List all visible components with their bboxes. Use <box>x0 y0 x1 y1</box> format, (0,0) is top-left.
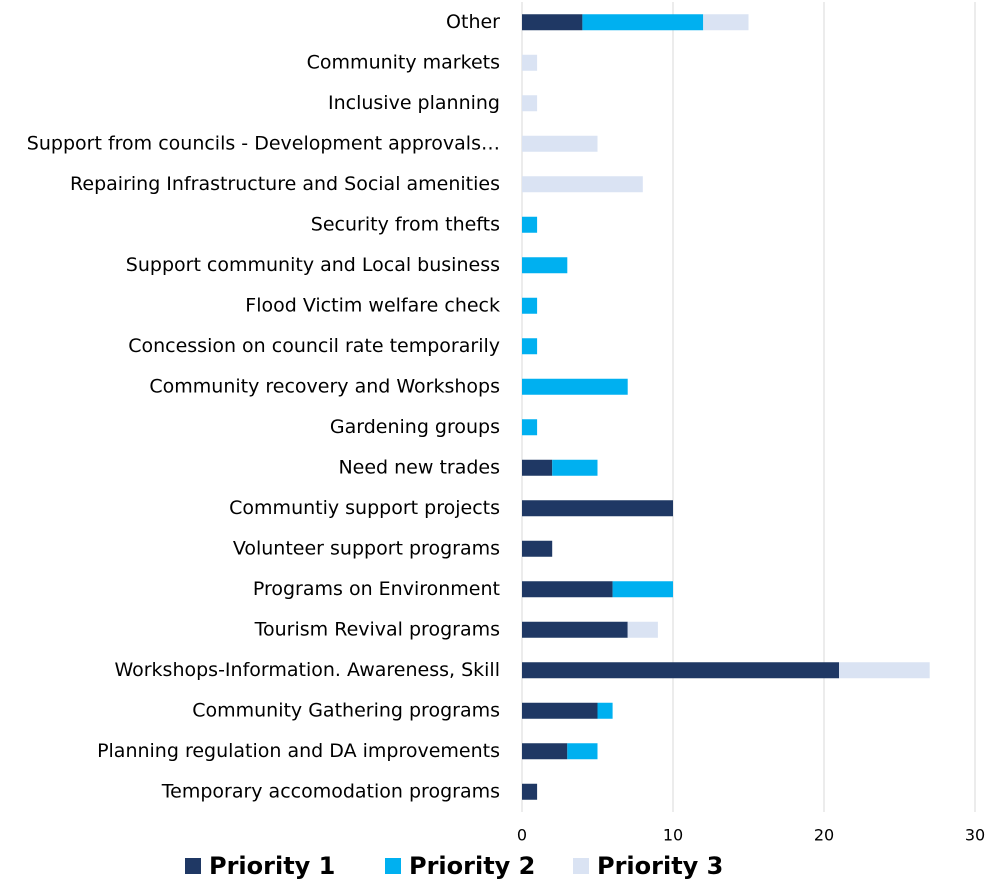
y-tick-label: Concession on council rate temporarily <box>128 335 500 357</box>
y-tick-label: Security from thefts <box>311 213 500 235</box>
x-tick-label: 0 <box>517 826 527 845</box>
legend-swatch <box>573 858 589 874</box>
bar-segment <box>522 702 598 719</box>
y-tick-label: Community recovery and Workshops <box>149 375 500 397</box>
bar-segment <box>522 257 568 274</box>
y-tick-label: Community markets <box>307 51 500 73</box>
legend-label: Priority 1 <box>209 852 335 880</box>
bar-segment <box>522 540 553 557</box>
y-tick-label: Need new trades <box>338 456 500 478</box>
x-tick-label: 30 <box>965 826 985 845</box>
y-tick-label: Temporary accomodation programs <box>161 780 500 802</box>
bar-segment <box>522 581 613 598</box>
bar-segment <box>522 743 568 760</box>
legend-label: Priority 2 <box>409 852 535 880</box>
y-tick-label: Workshops-Information. Awareness, Skill <box>114 659 500 681</box>
y-tick-label: Planning regulation and DA improvements <box>97 740 500 762</box>
y-tick-label: Programs on Environment <box>253 578 500 600</box>
y-tick-label: Volunteer support programs <box>233 537 500 559</box>
y-tick-label: Support from councils - Development appr… <box>27 132 500 154</box>
bar-segment <box>567 743 598 760</box>
bar-segment <box>597 702 613 719</box>
bar-segment <box>522 216 538 233</box>
y-tick-label: Communtiy support projects <box>229 497 500 519</box>
bar-segment <box>522 135 598 152</box>
bar-segment <box>612 581 673 598</box>
bar-segment <box>522 14 583 31</box>
y-tick-label: Flood Victim welfare check <box>245 294 500 316</box>
bar-segment <box>522 338 538 355</box>
y-tick-label: Community Gathering programs <box>192 699 500 721</box>
bar-segment <box>522 500 673 517</box>
bar-segment <box>522 54 538 71</box>
bar-segment <box>522 419 538 436</box>
bar-segment <box>627 621 658 638</box>
bar-segment <box>522 621 628 638</box>
x-tick-label: 20 <box>814 826 834 845</box>
bar-segment <box>582 14 704 31</box>
x-tick-label: 10 <box>663 826 683 845</box>
bar-segment <box>839 662 930 679</box>
legend-swatch <box>385 858 401 874</box>
y-tick-label: Repairing Infrastructure and Social amen… <box>70 173 500 195</box>
bar-segment <box>522 176 643 193</box>
bar-segment <box>522 95 538 112</box>
bar-segment <box>522 297 538 314</box>
y-tick-label: Other <box>446 11 500 33</box>
y-tick-label: Gardening groups <box>330 416 500 438</box>
bar-segment <box>522 662 840 679</box>
bar-segment <box>522 378 628 395</box>
y-tick-label: Support community and Local business <box>126 254 500 276</box>
legend-swatch <box>185 858 201 874</box>
bar-segment <box>552 459 598 476</box>
bar-segment <box>703 14 749 31</box>
y-tick-label: Inclusive planning <box>328 92 500 114</box>
y-tick-label: Tourism Revival programs <box>254 618 500 640</box>
legend-label: Priority 3 <box>597 852 723 880</box>
bar-segment <box>522 459 553 476</box>
bar-segment <box>522 783 538 800</box>
